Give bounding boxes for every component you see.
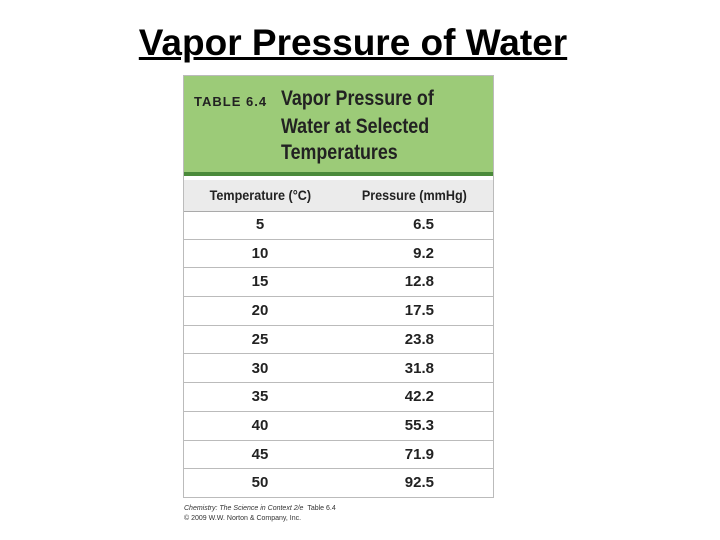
source-line: Chemistry: The Science in Context 2/e Ta… xyxy=(184,505,336,512)
table-row xyxy=(184,326,493,355)
table-label: TABLE 6.4 xyxy=(194,94,268,109)
table-caption: Vapor Pressure of xyxy=(281,87,434,110)
table-caption: Temperatures xyxy=(281,141,398,164)
table-header xyxy=(184,76,493,176)
temperature-cell: 45 xyxy=(251,445,269,463)
table-caption: Water at Selected xyxy=(281,115,430,138)
table-row xyxy=(184,355,493,384)
table-row xyxy=(184,441,493,470)
table-row xyxy=(184,268,493,298)
temperature-cell: 5 xyxy=(255,216,265,233)
pressure-cell: 12.8 xyxy=(404,273,434,291)
pressure-cell: 92.5 xyxy=(404,474,434,492)
temperature-cell: 25 xyxy=(251,330,269,348)
temperature-cell: 30 xyxy=(251,359,269,377)
source-book: Chemistry: The Science in Context xyxy=(184,505,292,512)
temperature-cell: 10 xyxy=(251,244,269,262)
table-row xyxy=(184,240,493,269)
slide-title: Vapor Pressure of Water xyxy=(138,22,568,63)
column-header-row xyxy=(184,180,493,212)
table-row xyxy=(184,297,493,326)
table-row xyxy=(184,412,493,441)
table-row xyxy=(184,211,493,240)
column-header: Pressure (mmHg) xyxy=(361,187,467,203)
temperature-cell: 40 xyxy=(251,416,269,434)
temperature-cell: 20 xyxy=(251,302,269,320)
pressure-cell: 23.8 xyxy=(404,330,434,348)
source-ref: Table 6.4 xyxy=(307,505,336,512)
source-edition: 2/e xyxy=(293,505,304,512)
table-row xyxy=(184,469,493,498)
pressure-cell: 42.2 xyxy=(404,388,434,406)
pressure-cell: 9.2 xyxy=(413,244,434,262)
table-row xyxy=(184,383,493,412)
column-header: Temperature (°C) xyxy=(209,187,312,203)
pressure-cell: 17.5 xyxy=(404,302,434,320)
copyright: © 2009 W.W. Norton & Company, Inc. xyxy=(184,515,302,522)
pressure-cell: 31.8 xyxy=(404,359,434,377)
temperature-cell: 50 xyxy=(251,474,269,492)
temperature-cell: 35 xyxy=(251,388,269,406)
pressure-cell: 6.5 xyxy=(413,216,434,233)
pressure-cell: 55.3 xyxy=(404,416,434,434)
pressure-cell: 71.9 xyxy=(404,445,434,463)
temperature-cell: 15 xyxy=(251,273,269,291)
